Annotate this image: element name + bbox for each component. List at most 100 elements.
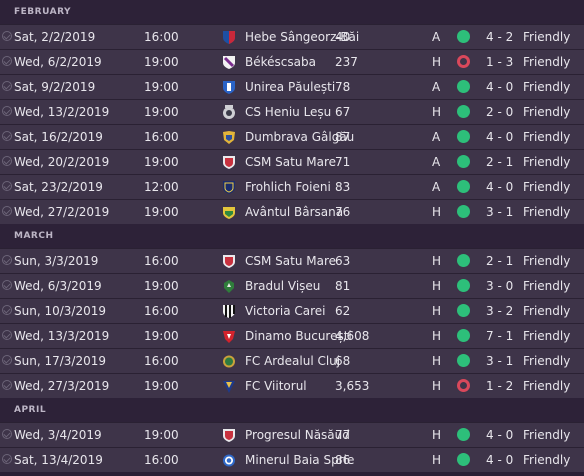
- attendance: 68: [335, 354, 351, 368]
- competition-name[interactable]: Friendly: [523, 379, 571, 393]
- fixture-date: Sat, 13/4/2019: [14, 453, 103, 467]
- match-score[interactable]: 2 - 0: [486, 105, 514, 119]
- fixture-row[interactable]: Wed, 3/4/2019 19:00 Progresul Năsăud 77 H 4 -…: [0, 422, 584, 447]
- fixture-row[interactable]: Sat, 13/4/2019 16:00 Minerul Baia Sprie 86 H…: [0, 447, 584, 472]
- fixture-row[interactable]: Sat, 2/2/2019 16:00 Hebe Sângeorz-Băi 40 A 4 …: [0, 24, 584, 49]
- attendance: 76: [335, 205, 351, 219]
- match-score[interactable]: 2 - 1: [486, 155, 514, 169]
- opponent-name[interactable]: Hebe Sângeorz-Băi: [245, 30, 360, 44]
- competition-name[interactable]: Friendly: [523, 205, 571, 219]
- venue-indicator: H: [432, 304, 442, 318]
- fixture-row[interactable]: Wed, 20/2/2019 19:00 CSM Satu Mare 71 A 2 - 1…: [0, 149, 584, 174]
- opponent-name[interactable]: Avântul Bârsana: [245, 205, 344, 219]
- win-result-icon: [457, 329, 470, 342]
- opponent-name[interactable]: CSM Satu Mare: [245, 155, 337, 169]
- match-score[interactable]: 3 - 2: [486, 304, 514, 318]
- fixture-time: 19:00: [144, 105, 179, 119]
- match-score[interactable]: 3 - 1: [486, 354, 514, 368]
- match-score[interactable]: 4 - 0: [486, 130, 514, 144]
- club-badge-icon: [222, 427, 236, 442]
- win-result-icon: [457, 254, 470, 267]
- fixture-row[interactable]: Sat, 16/2/2019 16:00 Dumbrava Gâlgău 87 A 4 -…: [0, 124, 584, 149]
- competition-name[interactable]: Friendly: [523, 254, 571, 268]
- match-score[interactable]: 4 - 0: [486, 80, 514, 94]
- match-score[interactable]: 4 - 0: [486, 428, 514, 442]
- attendance: 78: [335, 80, 351, 94]
- competition-name[interactable]: Friendly: [523, 105, 571, 119]
- opponent-name[interactable]: Bradul Vișeu: [245, 279, 321, 293]
- opponent-name[interactable]: Victoria Carei: [245, 304, 326, 318]
- competition-name[interactable]: Friendly: [523, 304, 571, 318]
- fixture-row[interactable]: Wed, 6/2/2019 19:00 Békéscsaba 237 H 1 - 3 Fri…: [0, 49, 584, 74]
- fixture-date: Sun, 10/3/2019: [14, 304, 106, 318]
- match-score[interactable]: 4 - 0: [486, 453, 514, 467]
- played-check-icon: [2, 206, 12, 216]
- fixture-time: 19:00: [144, 80, 179, 94]
- fixture-row[interactable]: Wed, 6/3/2019 19:00 Bradul Vișeu 81 H 3 - 0 Fr…: [0, 273, 584, 298]
- attendance: 67: [335, 105, 351, 119]
- played-check-icon: [2, 454, 12, 464]
- fixture-row[interactable]: Sat, 23/2/2019 12:00 Frohlich Foieni 83 A 4 -…: [0, 174, 584, 199]
- opponent-name[interactable]: Békéscsaba: [245, 55, 316, 69]
- competition-name[interactable]: Friendly: [523, 279, 571, 293]
- attendance: 63: [335, 254, 351, 268]
- competition-name[interactable]: Friendly: [523, 453, 571, 467]
- fixture-time: 19:00: [144, 205, 179, 219]
- competition-name[interactable]: Friendly: [523, 30, 571, 44]
- competition-name[interactable]: Friendly: [523, 428, 571, 442]
- match-score[interactable]: 3 - 0: [486, 279, 514, 293]
- opponent-name[interactable]: Frohlich Foieni: [245, 180, 331, 194]
- fixture-row[interactable]: Wed, 13/2/2019 19:00 CS Heniu Leșu 67 H 2 - 0…: [0, 99, 584, 124]
- competition-name[interactable]: Friendly: [523, 354, 571, 368]
- fixture-row[interactable]: Sun, 3/3/2019 16:00 CSM Satu Mare 63 H 2 - 1 F…: [0, 248, 584, 273]
- fixture-row[interactable]: Sun, 17/3/2019 16:00 FC Ardealul Cluj 68 H 3 …: [0, 348, 584, 373]
- win-result-icon: [457, 180, 470, 193]
- match-score[interactable]: 1 - 2: [486, 379, 514, 393]
- opponent-name[interactable]: Dinamo București: [245, 329, 352, 343]
- competition-name[interactable]: Friendly: [523, 329, 571, 343]
- opponent-name[interactable]: Unirea Păulești: [245, 80, 336, 94]
- fixture-row[interactable]: Sat, 9/2/2019 19:00 Unirea Păulești 78 A 4 - …: [0, 74, 584, 99]
- month-header: FEBRUARY: [0, 0, 584, 24]
- fixture-row[interactable]: Wed, 27/3/2019 19:00 FC Viitorul 3,653 H 1 - …: [0, 373, 584, 398]
- competition-name[interactable]: Friendly: [523, 80, 571, 94]
- opponent-name[interactable]: FC Ardealul Cluj: [245, 354, 341, 368]
- competition-name[interactable]: Friendly: [523, 155, 571, 169]
- match-score[interactable]: 2 - 1: [486, 254, 514, 268]
- fixture-date: Wed, 27/3/2019: [14, 379, 110, 393]
- competition-name[interactable]: Friendly: [523, 180, 571, 194]
- fixture-row[interactable]: Sun, 10/3/2019 16:00 Victoria Carei 62 H 3 - …: [0, 298, 584, 323]
- opponent-name[interactable]: Dumbrava Gâlgău: [245, 130, 355, 144]
- match-score[interactable]: 4 - 0: [486, 180, 514, 194]
- venue-indicator: A: [432, 80, 441, 94]
- match-score[interactable]: 3 - 1: [486, 205, 514, 219]
- win-result-icon: [457, 155, 470, 168]
- competition-name[interactable]: Friendly: [523, 55, 571, 69]
- club-badge-icon: [222, 303, 236, 318]
- opponent-name[interactable]: FC Viitorul: [245, 379, 307, 393]
- win-result-icon: [457, 453, 470, 466]
- fixture-row[interactable]: Wed, 13/3/2019 19:00 Dinamo București 4,608…: [0, 323, 584, 348]
- venue-indicator: A: [432, 180, 441, 194]
- attendance: 83: [335, 180, 351, 194]
- opponent-name[interactable]: Progresul Năsăud: [245, 428, 350, 442]
- competition-name[interactable]: Friendly: [523, 130, 571, 144]
- match-score[interactable]: 1 - 3: [486, 55, 514, 69]
- fixture-time: 16:00: [144, 453, 179, 467]
- win-result-icon: [457, 354, 470, 367]
- fixture-time: 16:00: [144, 30, 179, 44]
- fixture-time: 12:00: [144, 180, 179, 194]
- match-score[interactable]: 4 - 2: [486, 30, 514, 44]
- match-score[interactable]: 7 - 1: [486, 329, 514, 343]
- club-badge-icon: [222, 179, 236, 194]
- fixture-row[interactable]: Wed, 27/2/2019 19:00 Avântul Bârsana 76 H 3 -…: [0, 199, 584, 224]
- club-badge-icon: [222, 378, 236, 393]
- opponent-name[interactable]: CSM Satu Mare: [245, 254, 337, 268]
- opponent-name[interactable]: CS Heniu Leșu: [245, 105, 332, 119]
- club-badge-icon: [222, 104, 236, 119]
- venue-indicator: H: [432, 55, 442, 69]
- venue-indicator: H: [432, 105, 442, 119]
- attendance: 87: [335, 130, 351, 144]
- played-check-icon: [2, 156, 12, 166]
